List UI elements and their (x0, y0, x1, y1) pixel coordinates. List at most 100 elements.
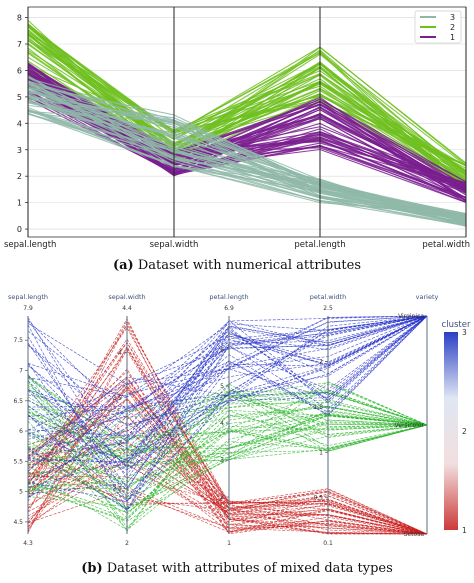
chart-b-series-line (27, 389, 428, 463)
chart-b-series-line (27, 447, 428, 535)
chart-b-series-line (27, 450, 428, 535)
caption-a-text: Dataset with numerical attributes (137, 258, 362, 273)
chart-b-series-line (27, 315, 428, 461)
chart-b-series-line (27, 405, 428, 492)
chart-a-series-line (27, 95, 467, 226)
chart-b-tick-label: 2 (220, 494, 224, 501)
chart-a-y-tick-label: 4 (17, 119, 22, 128)
chart-b-axis-min-label: 0.1 (323, 540, 333, 547)
chart-b-tick-label: 4.5 (13, 519, 23, 526)
chart-a-y-tick-label: 7 (17, 40, 22, 49)
chart-a-y-tick-label: 3 (17, 146, 22, 155)
chart-b-category-label: Virginica (398, 313, 424, 320)
chart-b-series-line (27, 368, 428, 535)
chart-a-series-line (27, 32, 467, 172)
chart-b-tick-label: 6 (19, 428, 23, 435)
chart-b-series-line (27, 385, 428, 535)
chart-b-colorbar-tick-label: 2 (462, 427, 467, 436)
chart-b-series-line (27, 424, 428, 495)
chart-b-series-line (27, 315, 428, 431)
chart-b-series-line (27, 412, 428, 447)
chart-a-axis-label: sepal.length (4, 240, 56, 250)
chart-b-colorbar-tick-label: 3 (462, 328, 467, 337)
caption-a-label: (a) (112, 258, 134, 273)
chart-a-lines (27, 19, 467, 227)
chart-a-y-tick-label: 6 (17, 66, 22, 75)
chart-b-series-line (27, 397, 428, 535)
chart-b-series-line (27, 315, 428, 415)
chart-b-series-line (27, 315, 428, 408)
chart-b-series-line (27, 383, 428, 493)
chart-b-series-line (27, 349, 428, 535)
chart-b-series-line (27, 315, 428, 440)
chart-b-series-line (27, 409, 428, 522)
chart-b-axis-title: petal.length (209, 293, 248, 301)
chart-b-axis-max-label: 7.9 (23, 305, 33, 312)
chart-a-y-tick-label: 5 (17, 93, 22, 102)
chart-a-series-line (27, 32, 467, 188)
chart-b-tick-label: 5 (19, 489, 23, 496)
chart-b-tick-label: 7.5 (13, 337, 23, 344)
chart-b-series-line (27, 315, 428, 512)
chart-b-series-line (27, 315, 428, 460)
chart-b-tick-label: 0.5 (313, 495, 323, 502)
chart-b-axis-max-label: 4.4 (122, 305, 132, 312)
chart-b-series-line (27, 414, 428, 519)
caption-a: (a) Dataset with numerical attributes (0, 258, 474, 273)
chart-b-tick-label: 6.5 (13, 398, 23, 405)
chart-a-series-line (27, 113, 467, 227)
chart-b-category-label: Setosa (404, 531, 425, 538)
chart-b-tick-label: 7 (19, 368, 23, 375)
chart-b-category-label: Versicolor (395, 422, 425, 429)
chart-a-series-line (27, 40, 467, 187)
chart-b-series-line (27, 384, 428, 464)
chart-b-tick-label: 1.5 (313, 404, 323, 411)
chart-a-series-line (27, 26, 467, 175)
chart-b-series-Virginica (27, 315, 428, 512)
chart-a-y-tick-label: 0 (17, 225, 22, 234)
chart-b-tick-label: 2.5 (112, 486, 122, 493)
chart-a-series-line (27, 51, 467, 192)
chart-b-tick-label: 3 (118, 440, 122, 447)
chart-b-tick-label: 3.5 (112, 395, 122, 402)
chart-b-tick-label: 4 (220, 420, 224, 427)
chart-b-axis-min-label: 1 (227, 540, 231, 547)
chart-a-y-tick-label: 1 (17, 199, 22, 208)
chart-a-legend-label: 1 (450, 33, 455, 42)
chart-b-axis-max-label: 6.9 (224, 305, 234, 312)
chart-b-tick-label: 5 (220, 383, 224, 390)
chart-b-tick-label: 3 (220, 457, 224, 464)
chart-b-series-line (27, 315, 428, 481)
chart-b-axis-title: petal.width (310, 293, 346, 301)
chart-b-series-line (27, 489, 428, 535)
chart-a-y-tick-label: 8 (17, 14, 22, 23)
caption-b-text: Dataset with attributes of mixed data ty… (106, 561, 393, 576)
chart-b-axis-title: variety (416, 293, 439, 301)
chart-b-parallel-coordinates: sepal.length 7.9 4.3 7.5 7 6.5 6 5.5 5 4.5 sepal.w… (8, 293, 471, 547)
chart-b-series-line (27, 315, 428, 499)
chart-a-series-line (27, 110, 467, 223)
chart-b-colorbar-title: cluster (442, 320, 471, 330)
chart-b-colorbar-gradient (444, 332, 458, 530)
chart-b-axis-title: sepal.length (8, 293, 48, 301)
chart-b-series-line (27, 315, 428, 434)
chart-b-axis-min-label: 2 (125, 540, 129, 547)
chart-b-tick-label: 6 (220, 346, 224, 353)
chart-b-tick-label: 2 (319, 358, 323, 365)
chart-b-axis-title: sepal.width (108, 293, 145, 301)
caption-b: (b) Dataset with attributes of mixed dat… (0, 561, 474, 576)
chart-a-legend-box (414, 10, 462, 44)
chart-b-axis-max-label: 2.5 (323, 305, 333, 312)
chart-a-series-line (27, 34, 467, 181)
chart-b-axis-min-label: 4.3 (23, 540, 33, 547)
chart-b-series-line (27, 315, 428, 398)
chart-a-series-line (27, 84, 467, 218)
chart-b-series-line (27, 410, 428, 462)
chart-b-series-line (27, 382, 428, 487)
chart-b-series-line (27, 442, 428, 535)
chart-b-series-line (27, 387, 428, 535)
caption-b-label: (b) (81, 561, 103, 576)
chart-a-series-line (27, 76, 467, 227)
chart-a-legend: 321 (414, 10, 462, 44)
